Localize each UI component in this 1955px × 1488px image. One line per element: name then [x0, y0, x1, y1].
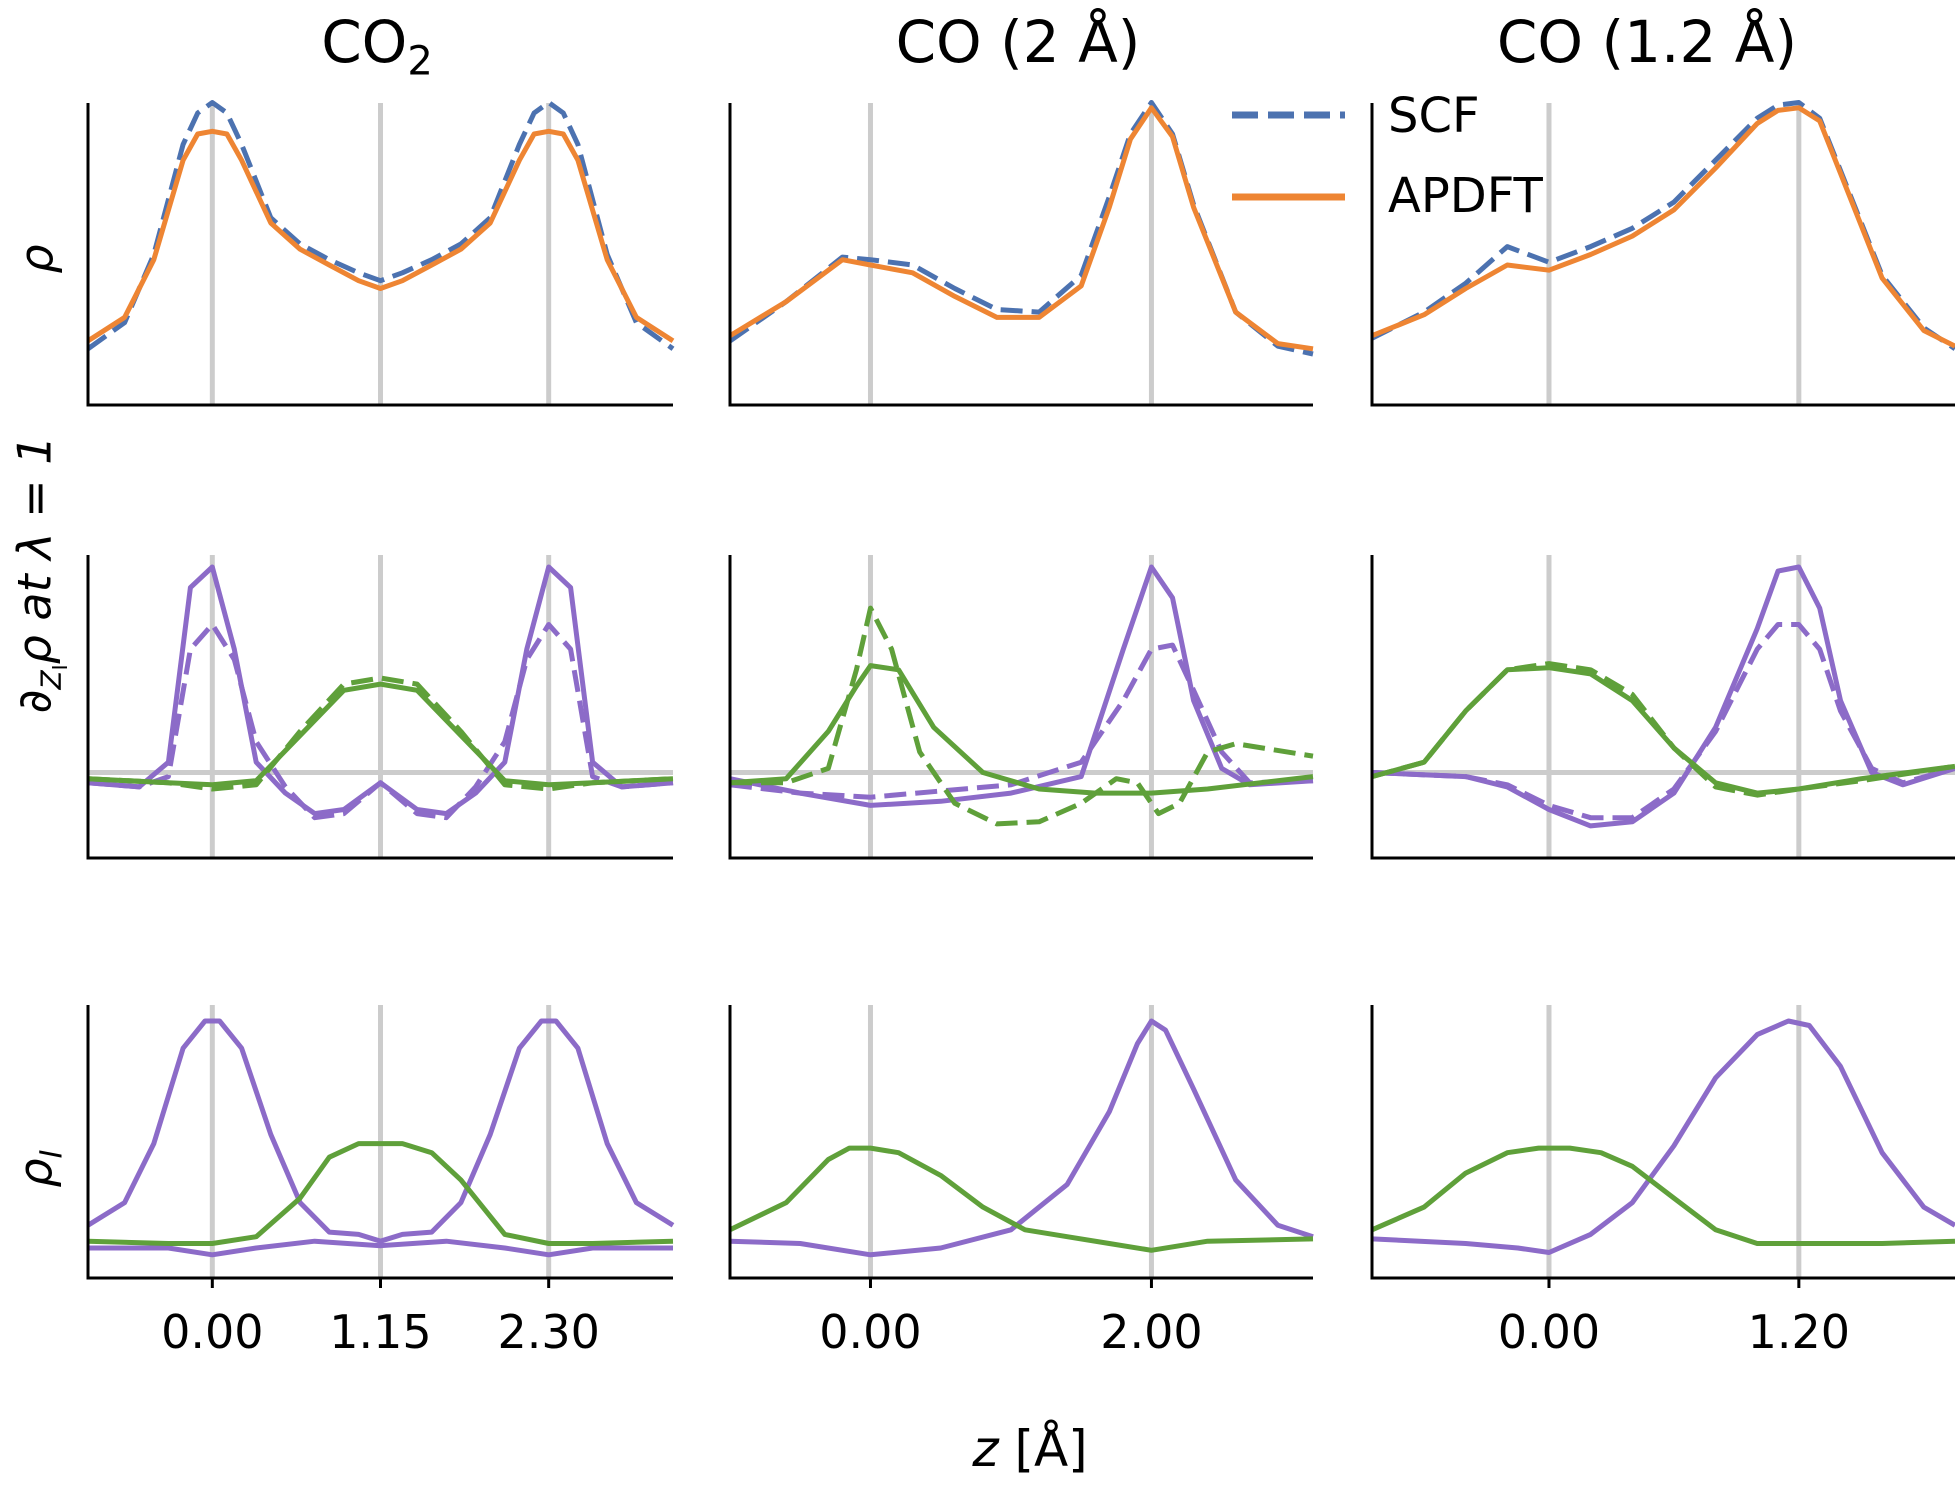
series-line-scf [1370, 100, 1955, 351]
series-line-purple [729, 1018, 1314, 1258]
x-tick-label: 0.00 [161, 1305, 263, 1359]
series-line-purple-lower [88, 1238, 673, 1258]
column-title-text: CO [321, 8, 408, 76]
series-line-apdft [728, 105, 1314, 352]
series-line-green-scf [730, 605, 1314, 827]
series-line-purple-apdft [729, 564, 1314, 808]
legend-label-scf: SCF [1388, 88, 1480, 144]
series-line-apdft [86, 128, 675, 344]
column-title-text: CO (2 Å) [895, 8, 1141, 76]
x-tick-label: 2.00 [1100, 1305, 1202, 1359]
series-line-green-scf [1371, 661, 1955, 798]
series-line-green-apdft [87, 681, 674, 788]
x-tick-label: 0.00 [819, 1305, 921, 1359]
legend-label-apdft: APDFT [1388, 168, 1543, 224]
column-title-text: CO (1.2 Å) [1496, 8, 1798, 76]
series-line-green-apdft [1371, 665, 1955, 796]
column-title-co2: CO2 [77, 8, 677, 85]
series-line-green [87, 1141, 674, 1246]
series-line-green [728, 1145, 1314, 1253]
x-tick-label: 1.20 [1748, 1305, 1850, 1359]
x-tick-label: 1.15 [329, 1305, 431, 1359]
series-line-purple-apdft [1371, 564, 1955, 829]
x-tick-label: 2.30 [497, 1305, 599, 1359]
series-line-purple [86, 1018, 675, 1244]
series-line-green [1371, 1145, 1955, 1246]
column-title-subscript: 2 [407, 38, 433, 85]
series-line-green-apdft [729, 663, 1314, 796]
x-axis-label: z [Å] [972, 1420, 1088, 1478]
series-line-scf [86, 100, 675, 351]
series-line-scf [728, 100, 1314, 357]
series-line-purple-scf [729, 642, 1314, 800]
x-tick-label: 0.00 [1498, 1305, 1600, 1359]
column-title-co-1-2a: CO (1.2 Å) [1347, 8, 1947, 76]
series-line-purple-apdft [87, 564, 674, 817]
series-line-apdft [1371, 105, 1955, 349]
series-line-purple [1371, 1018, 1955, 1255]
series-line-green-scf [87, 675, 674, 792]
column-title-co-2a: CO (2 Å) [718, 8, 1318, 76]
